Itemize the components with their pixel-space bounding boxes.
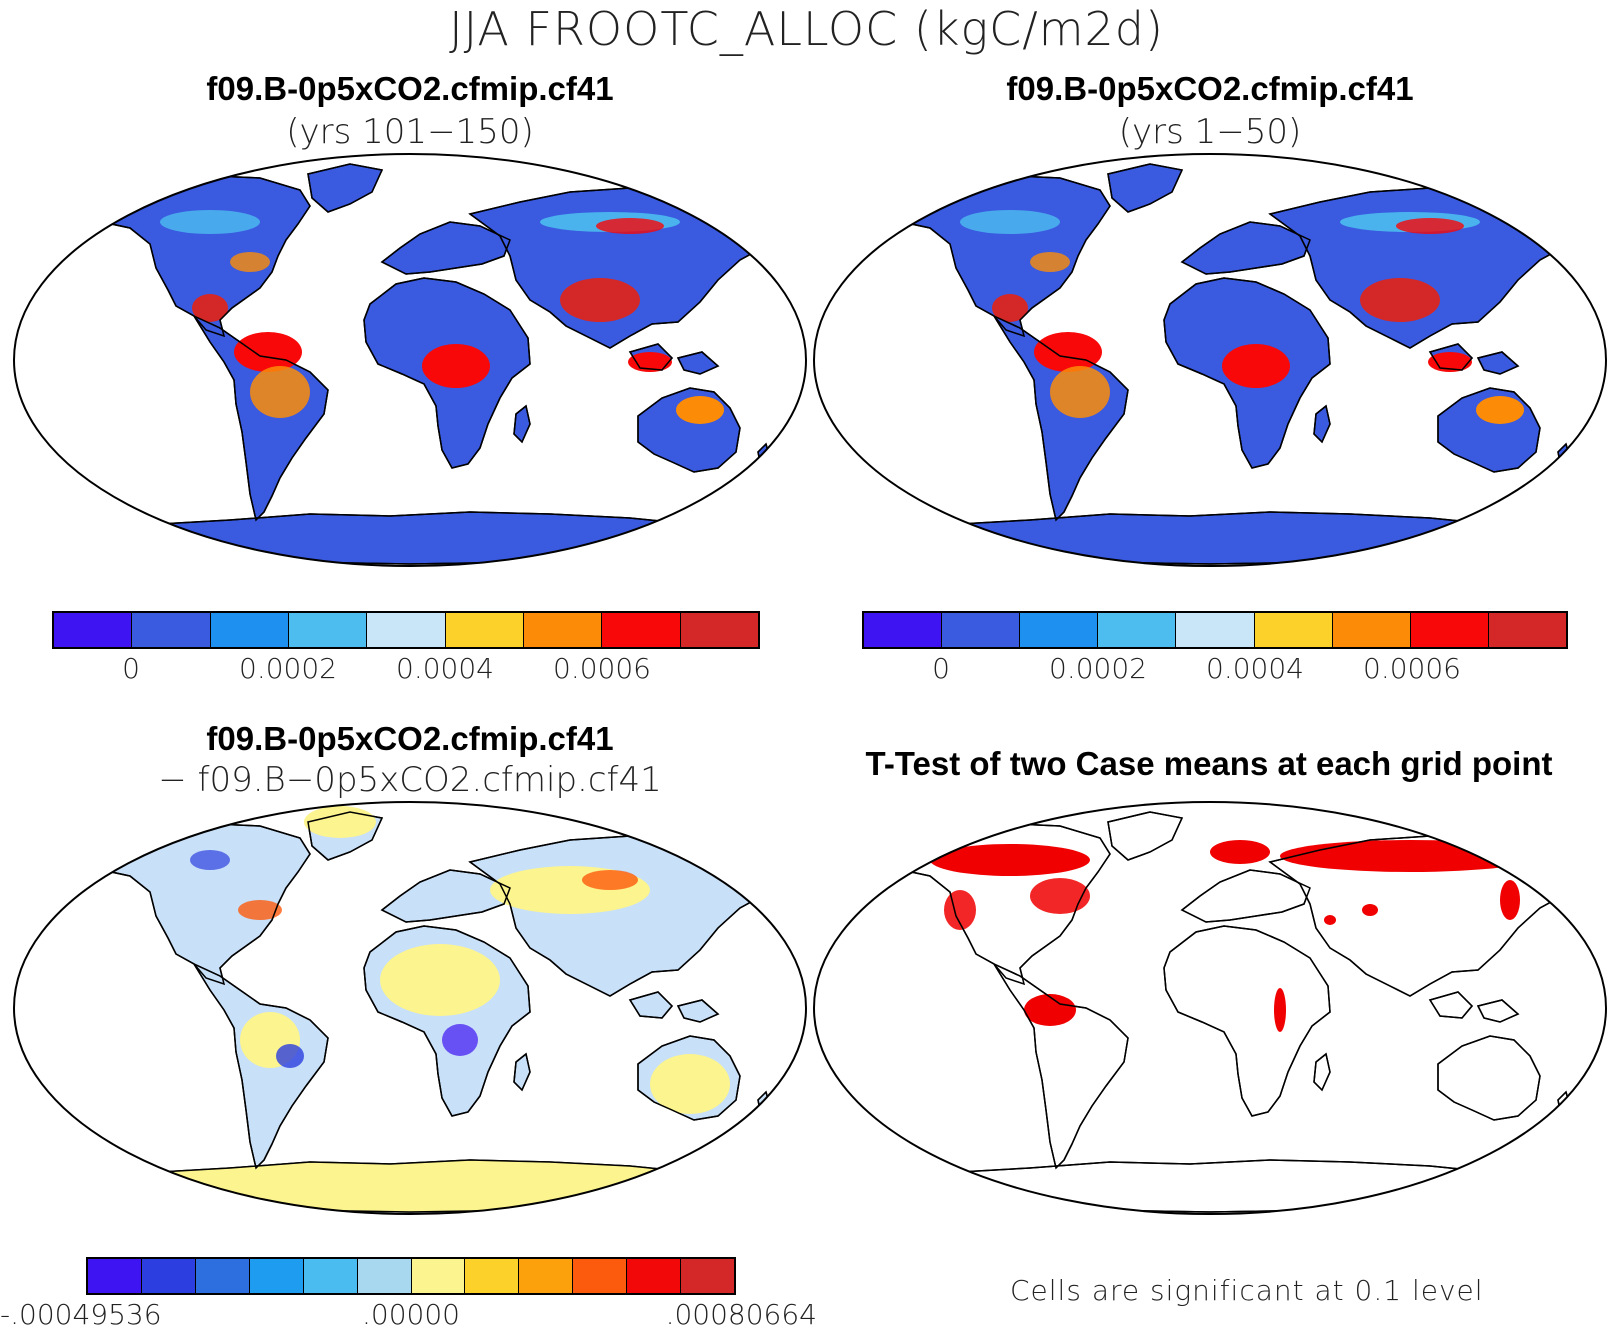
- significant-cells: [1362, 904, 1378, 916]
- colorbar-swatch: [627, 1259, 682, 1293]
- colorbar-swatch: [411, 1259, 466, 1293]
- colorbar-swatch: [288, 613, 368, 647]
- colorbar-swatch: [132, 613, 211, 647]
- tick-label: .00080664: [665, 1298, 817, 1331]
- tropical-hotspot: [250, 366, 310, 418]
- diff-patch: [380, 944, 500, 1016]
- panel-2-title: f09.B-0p5xCO2.cfmip.cf41: [1006, 70, 1414, 107]
- colorbar-swatch: [573, 1259, 628, 1293]
- colorbar-swatch: [1332, 613, 1411, 647]
- significant-cells: [930, 844, 1090, 876]
- colorbar-swatch: [445, 613, 524, 647]
- significant-cells: [1324, 915, 1336, 925]
- tick-label: 0.0006: [553, 652, 651, 685]
- map-outline: [813, 801, 1607, 1215]
- significant-cells: [1024, 994, 1076, 1026]
- colorbar-swatch: [1488, 613, 1566, 647]
- colorbar-swatch: [1020, 613, 1099, 647]
- tick-label: 0.0002: [1049, 652, 1147, 685]
- tropical-hotspot: [1476, 396, 1524, 424]
- boreal-band: [596, 218, 664, 234]
- colorbar-swatch: [367, 613, 446, 647]
- map-panel-1: [13, 153, 807, 567]
- tick-label: 0.0006: [1363, 652, 1461, 685]
- diff-patch: [276, 1044, 304, 1068]
- tropical-hotspot: [192, 294, 228, 322]
- map-outline: [813, 153, 1607, 567]
- colorbar-swatch: [1176, 613, 1255, 647]
- tick-label: .00000: [362, 1298, 460, 1331]
- colorbar-swatch: [602, 613, 681, 647]
- tick-label: 0.0004: [396, 652, 494, 685]
- panel-4-title: T-Test of two Case means at each grid po…: [865, 745, 1553, 782]
- colorbar-swatch: [681, 1259, 735, 1293]
- colorbar-swatch: [54, 613, 133, 647]
- boreal-band: [1396, 218, 1464, 234]
- map-panel-2: [813, 153, 1607, 567]
- boreal-band: [960, 210, 1060, 234]
- diff-patch: [190, 850, 230, 870]
- diff-patch: [582, 870, 638, 890]
- significant-cells: [1500, 880, 1520, 920]
- tropical-hotspot: [234, 332, 302, 372]
- colorbar-swatch: [88, 1259, 142, 1293]
- significant-cells: [1210, 840, 1270, 864]
- colorbar-swatch: [249, 1259, 304, 1293]
- significant-cells: [1030, 878, 1090, 914]
- colorbar-swatch: [1410, 613, 1489, 647]
- colorbar-swatch: [942, 613, 1021, 647]
- colorbar-swatch: [357, 1259, 412, 1293]
- colorbar-swatch: [141, 1259, 196, 1293]
- significance-note: Cells are significant at 0.1 level: [1010, 1274, 1484, 1307]
- diff-patch: [304, 806, 376, 838]
- colorbar-swatch: [1254, 613, 1333, 647]
- colorbar-panel-3: [86, 1257, 736, 1295]
- tropical-hotspot: [1222, 344, 1290, 388]
- colorbar-swatch: [195, 1259, 250, 1293]
- map-outline: [13, 153, 807, 567]
- tropical-hotspot: [1050, 366, 1110, 418]
- colorbar-swatch: [1098, 613, 1177, 647]
- diff-patch: [442, 1024, 478, 1056]
- panel-3-subtitle: − f09.B−0p5xCO2.cfmip.cf41: [158, 760, 662, 800]
- colorbar-swatch: [680, 613, 758, 647]
- tick-label: 0.0002: [239, 652, 337, 685]
- colorbar-swatch: [864, 613, 943, 647]
- colorbar-swatch: [303, 1259, 358, 1293]
- colorbar-swatch: [523, 613, 603, 647]
- map-panel-3: [13, 801, 807, 1215]
- panel-1-title: f09.B-0p5xCO2.cfmip.cf41: [206, 70, 614, 107]
- boreal-band: [1030, 252, 1070, 272]
- tropical-hotspot: [422, 344, 490, 388]
- boreal-band: [160, 210, 260, 234]
- tick-label: -.00049536: [0, 1298, 162, 1331]
- tropical-hotspot: [1360, 278, 1440, 322]
- panel-3-title: f09.B-0p5xCO2.cfmip.cf41: [206, 720, 614, 757]
- tropical-hotspot: [676, 396, 724, 424]
- tropical-hotspot: [1034, 332, 1102, 372]
- colorbar-swatch: [210, 613, 289, 647]
- colorbar-panel-2: [862, 611, 1568, 649]
- panel-2-subtitle: (yrs 1−50): [1118, 112, 1302, 152]
- figure-title: JJA FROOTC_ALLOC (kgC/m2d): [449, 2, 1164, 56]
- map-outline: [13, 801, 807, 1215]
- tropical-hotspot: [560, 278, 640, 322]
- tick-label: 0: [932, 652, 950, 685]
- colorbar-swatch: [519, 1259, 574, 1293]
- significant-cells: [1274, 988, 1286, 1032]
- boreal-band: [230, 252, 270, 272]
- map-panel-4: [813, 801, 1607, 1215]
- diff-patch: [238, 900, 282, 920]
- antarctica-diff: [130, 1160, 710, 1212]
- panel-1-subtitle: (yrs 101−150): [286, 112, 534, 152]
- colorbar-swatch: [465, 1259, 520, 1293]
- tick-label: 0: [122, 652, 140, 685]
- tick-label: 0.0004: [1206, 652, 1304, 685]
- colorbar-panel-1: [52, 611, 760, 649]
- tropical-hotspot: [992, 294, 1028, 322]
- diff-patch: [650, 1054, 730, 1114]
